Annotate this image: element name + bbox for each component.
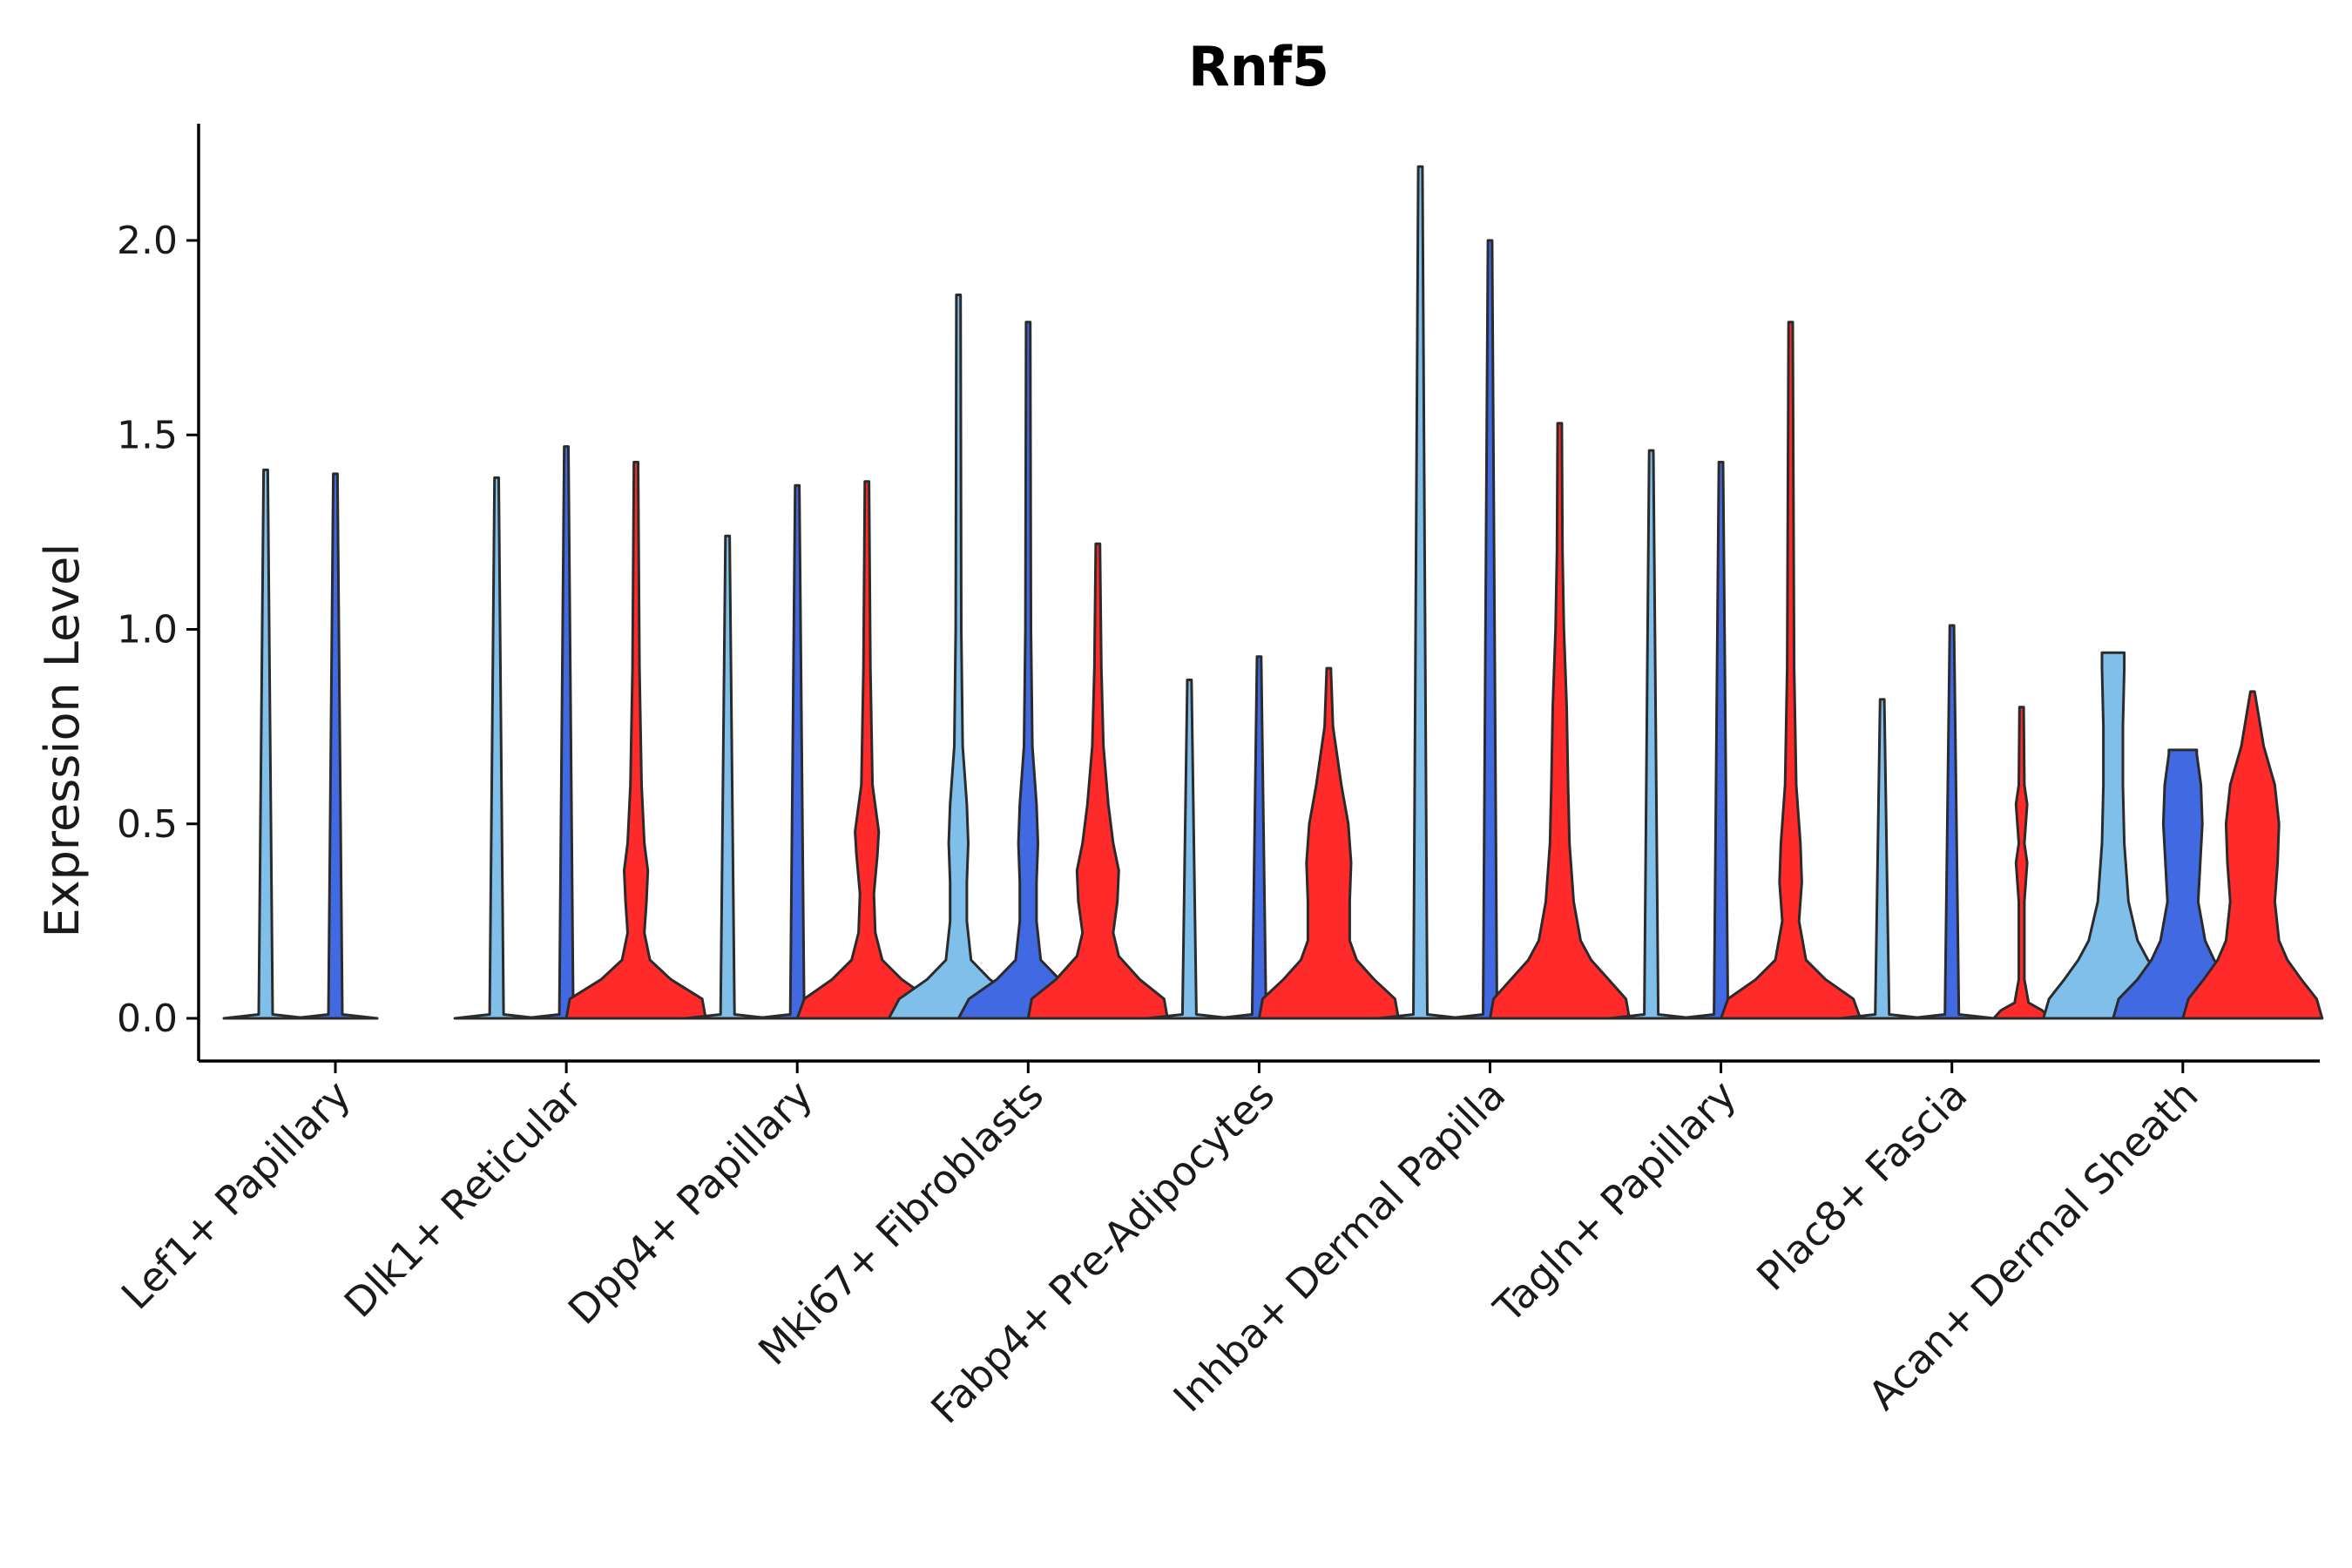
violin-group3 [1257,666,1400,1020]
y-axis-label: Expression Level [35,544,90,938]
violin-group3 [2181,690,2324,1020]
violin-group3 [1489,422,1631,1020]
x-tick-label: Dpp4+ Papillary [559,1071,821,1334]
violin-group2 [1215,655,1302,1020]
x-tick-label: Dlk1+ Reticular [335,1071,591,1327]
y-tick-label: 0.5 [117,802,178,847]
y-tick-label: 2.0 [117,219,178,263]
violin-group2 [1678,461,1765,1020]
violin-group2 [754,483,841,1020]
violin-group2 [292,472,379,1020]
violin-group3 [795,480,938,1020]
violin-group1 [453,476,540,1020]
violin-group3 [1026,542,1169,1020]
violin-group1 [684,534,771,1020]
x-tick-label: Tagln+ Papillary [1484,1071,1746,1333]
violin-group3 [1992,706,2051,1020]
violin-layer [222,165,2324,1020]
violin-group1 [1608,449,1695,1020]
x-tick-label: Plac8+ Fascia [1747,1071,1976,1300]
violin-group1 [1839,698,1926,1020]
violin-group2 [956,321,1099,1020]
y-tick-label: 0.0 [117,997,178,1041]
violin-group1 [1146,679,1233,1020]
violin-group2 [523,445,610,1020]
violin-group3 [1720,321,1862,1020]
y-tick-label: 1.0 [117,608,178,652]
violin-group2 [1909,624,1996,1020]
violin-group1 [1377,165,1463,1020]
violin-group1 [887,294,1030,1020]
x-tick-label: Lef1+ Papillary [112,1071,360,1319]
violin-group3 [564,461,707,1020]
violin-group2 [1447,239,1533,1020]
violin-group1 [222,468,309,1020]
chart-title: Rnf5 [1188,35,1329,98]
y-tick-label: 1.5 [117,413,178,457]
y-ticks: 0.0 0.5 1.0 1.5 2.0 [117,219,199,1041]
